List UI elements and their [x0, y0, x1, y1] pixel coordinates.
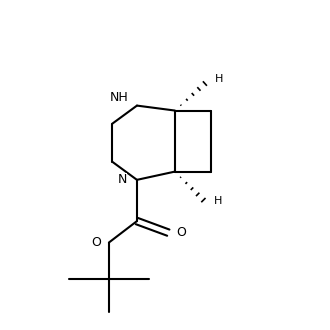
Text: H: H	[215, 74, 224, 84]
Text: N: N	[117, 173, 127, 186]
Text: H: H	[214, 196, 222, 206]
Text: O: O	[91, 236, 101, 249]
Text: O: O	[176, 226, 186, 239]
Text: NH: NH	[110, 91, 128, 104]
